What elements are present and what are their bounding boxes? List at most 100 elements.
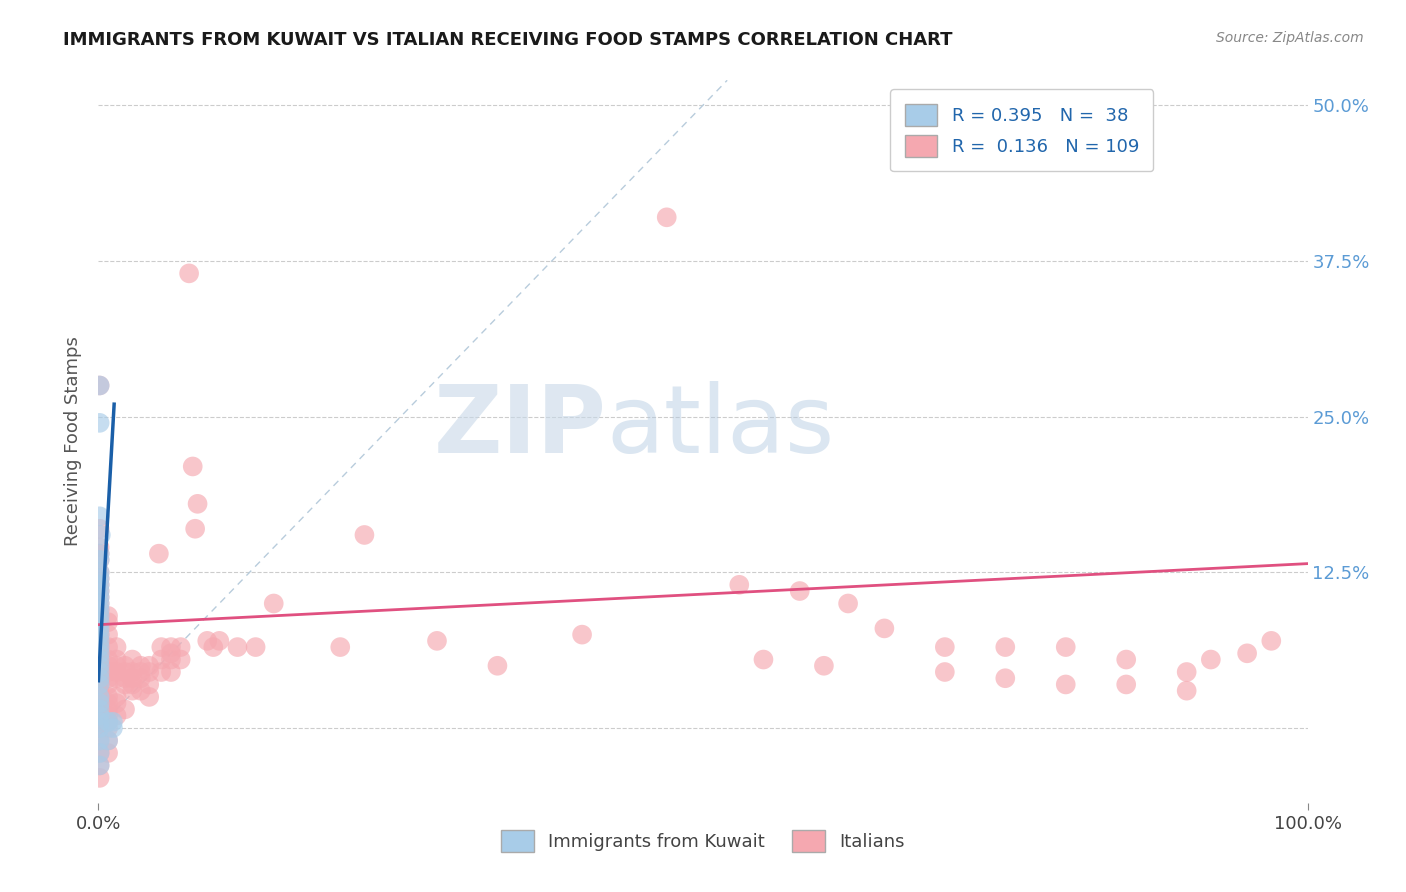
Point bbox=[89, 646, 111, 660]
Point bbox=[97, 714, 120, 729]
Point bbox=[89, 633, 111, 648]
Point bbox=[89, 708, 111, 723]
Point bbox=[89, 652, 111, 666]
Point bbox=[160, 646, 183, 660]
Point bbox=[934, 665, 956, 679]
Point bbox=[187, 497, 209, 511]
Point bbox=[129, 683, 152, 698]
Point bbox=[89, 603, 111, 617]
Point bbox=[89, 646, 111, 660]
Point bbox=[789, 584, 811, 599]
Point bbox=[89, 702, 111, 716]
Point bbox=[89, 721, 111, 735]
Point bbox=[89, 746, 111, 760]
Point bbox=[813, 658, 835, 673]
Point bbox=[89, 416, 111, 430]
Point bbox=[89, 566, 111, 580]
Point bbox=[1236, 646, 1258, 660]
Point bbox=[89, 615, 111, 630]
Point bbox=[1175, 665, 1198, 679]
Point bbox=[138, 658, 160, 673]
Point bbox=[160, 652, 183, 666]
Point bbox=[89, 696, 111, 710]
Point bbox=[150, 640, 173, 654]
Point bbox=[1054, 677, 1077, 691]
Point bbox=[89, 547, 111, 561]
Point bbox=[97, 615, 120, 630]
Point bbox=[97, 677, 120, 691]
Point bbox=[1115, 677, 1137, 691]
Point bbox=[89, 627, 111, 641]
Point bbox=[89, 640, 111, 654]
Point bbox=[89, 578, 111, 592]
Point bbox=[202, 640, 225, 654]
Point bbox=[89, 771, 111, 785]
Point bbox=[89, 553, 111, 567]
Text: Source: ZipAtlas.com: Source: ZipAtlas.com bbox=[1216, 31, 1364, 45]
Point bbox=[181, 459, 204, 474]
Point bbox=[1054, 640, 1077, 654]
Point bbox=[934, 640, 956, 654]
Point bbox=[89, 553, 111, 567]
Point bbox=[121, 671, 143, 685]
Point bbox=[89, 721, 111, 735]
Legend: Immigrants from Kuwait, Italians: Immigrants from Kuwait, Italians bbox=[494, 822, 912, 859]
Point bbox=[97, 671, 120, 685]
Point bbox=[114, 677, 136, 691]
Point bbox=[89, 714, 111, 729]
Point bbox=[97, 746, 120, 760]
Point bbox=[1199, 652, 1222, 666]
Point bbox=[105, 690, 128, 704]
Point bbox=[169, 652, 191, 666]
Point bbox=[728, 578, 751, 592]
Point bbox=[97, 733, 120, 747]
Point bbox=[89, 603, 111, 617]
Point bbox=[114, 665, 136, 679]
Point bbox=[90, 528, 112, 542]
Point bbox=[184, 522, 207, 536]
Point bbox=[89, 690, 111, 704]
Point bbox=[97, 721, 120, 735]
Point bbox=[89, 708, 111, 723]
Point bbox=[105, 652, 128, 666]
Point bbox=[138, 677, 160, 691]
Point bbox=[97, 658, 120, 673]
Point bbox=[89, 658, 111, 673]
Point bbox=[97, 714, 120, 729]
Text: atlas: atlas bbox=[606, 381, 835, 473]
Point bbox=[655, 211, 678, 225]
Point bbox=[150, 652, 173, 666]
Point bbox=[97, 708, 120, 723]
Point bbox=[97, 733, 120, 747]
Point bbox=[105, 665, 128, 679]
Text: IMMIGRANTS FROM KUWAIT VS ITALIAN RECEIVING FOOD STAMPS CORRELATION CHART: IMMIGRANTS FROM KUWAIT VS ITALIAN RECEIV… bbox=[63, 31, 953, 49]
Point bbox=[994, 640, 1017, 654]
Point bbox=[89, 746, 111, 760]
Point bbox=[105, 708, 128, 723]
Point bbox=[97, 665, 120, 679]
Point bbox=[105, 671, 128, 685]
Point bbox=[179, 266, 201, 280]
Point bbox=[89, 378, 111, 392]
Point bbox=[89, 541, 111, 555]
Point bbox=[89, 690, 111, 704]
Point bbox=[89, 584, 111, 599]
Point bbox=[89, 584, 111, 599]
Point bbox=[121, 677, 143, 691]
Point bbox=[994, 671, 1017, 685]
Point bbox=[195, 633, 218, 648]
Point bbox=[1260, 633, 1282, 648]
Point bbox=[114, 702, 136, 716]
Point bbox=[97, 627, 120, 641]
Point bbox=[89, 633, 111, 648]
Point bbox=[89, 572, 111, 586]
Point bbox=[837, 597, 859, 611]
Point bbox=[97, 696, 120, 710]
Point bbox=[89, 597, 111, 611]
Point bbox=[89, 758, 111, 772]
Point bbox=[114, 658, 136, 673]
Point bbox=[89, 733, 111, 747]
Point bbox=[101, 714, 124, 729]
Point bbox=[138, 690, 160, 704]
Point bbox=[89, 702, 111, 716]
